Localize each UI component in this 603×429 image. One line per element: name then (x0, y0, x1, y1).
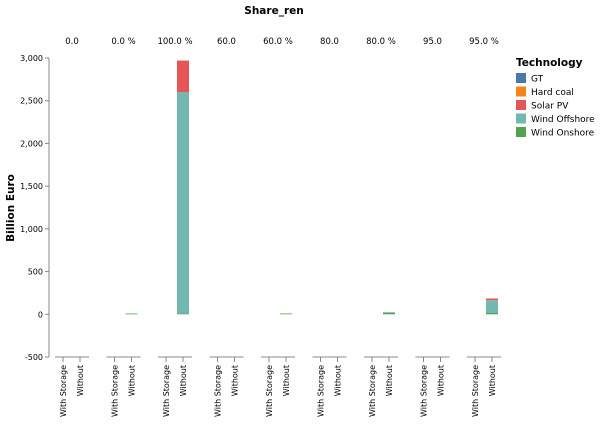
facet-label: 0.0 % (111, 37, 135, 47)
y-tick-label: 1,000 (20, 225, 43, 234)
facet-label: 100.0 % (157, 37, 192, 47)
bar-segment (177, 313, 189, 315)
x-tick-label: Without (282, 365, 291, 396)
x-tick-label: Without (437, 365, 446, 396)
facet-panel: 60.0 % With Storage Without (261, 37, 295, 417)
facet-panel: 95.0 % With Storage Without (467, 37, 501, 417)
x-tick-label: Without (385, 365, 394, 396)
x-tick-label: With Storage (59, 365, 68, 417)
legend-entry: Wind Onshore (531, 129, 595, 139)
x-tick-label: Without (231, 365, 240, 396)
legend-title: Technology (516, 57, 583, 69)
bar-segment (177, 60, 189, 93)
facet-panel: 60.0 With Storage Without (209, 37, 244, 417)
facet-panel: 95.0 With Storage Without (415, 37, 450, 417)
legend-entry: Wind Offshore (531, 115, 595, 125)
y-tick-label: 0 (38, 310, 43, 319)
facet-label: 80.0 % (366, 37, 396, 47)
bar-segment (125, 313, 138, 315)
facet-panel: 100.0 % With Storage Without (157, 37, 192, 417)
bar-segment (383, 312, 395, 314)
x-tick-label: With Storage (420, 365, 429, 417)
legend-swatch (516, 127, 526, 137)
facet-panel: 0.0 % With Storage Without (106, 37, 141, 417)
legend-swatch (516, 100, 526, 110)
legend-entry: GT (531, 75, 544, 85)
x-tick-label: With Storage (471, 365, 480, 417)
legend-entry: Solar PV (531, 102, 569, 112)
legend-entry: Hard coal (531, 88, 574, 98)
facet-label: 60.0 (217, 37, 236, 47)
facet-label: 95.0 % (469, 37, 499, 47)
facet-label: 95.0 (423, 37, 442, 47)
x-tick-label: With Storage (162, 365, 171, 417)
x-tick-label: With Storage (111, 365, 120, 417)
y-tick-label: 2,000 (20, 139, 43, 148)
bar-segment (383, 313, 395, 315)
facet-panel: 0.0 With Storage Without (55, 37, 89, 417)
x-tick-label: With Storage (317, 365, 326, 417)
legend-swatch (516, 86, 526, 97)
facet-panel: 80.0 With Storage Without (312, 37, 347, 417)
y-tick-label: 1,500 (20, 182, 43, 191)
bar-segment (177, 92, 189, 314)
bar-segment (486, 300, 498, 314)
legend: Technology GT Hard coal Solar PV Wind Offsh… (516, 57, 595, 139)
x-tick-label: With Storage (368, 365, 377, 417)
x-tick-label: Without (334, 365, 343, 396)
y-tick-label: 3,000 (20, 54, 43, 63)
facet-label: 60.0 % (263, 37, 293, 47)
y-tick-label: -500 (25, 353, 43, 362)
x-tick-label: Without (76, 365, 85, 396)
x-tick-label: With Storage (265, 365, 274, 417)
bar-segment (280, 313, 292, 315)
legend-swatch (516, 113, 526, 124)
x-tick-label: Without (488, 365, 497, 396)
y-axis-label: Billion Euro (5, 174, 17, 242)
bar-segment (486, 313, 498, 315)
facet-label: 80.0 (320, 37, 339, 47)
x-tick-label: Without (179, 365, 188, 396)
facet-panels: 0.0 With Storage Without 0.0 % With Storage W… (55, 37, 501, 417)
x-tick-label: With Storage (214, 365, 223, 417)
y-tick-label: 500 (28, 268, 43, 277)
x-tick-label: Without (128, 365, 137, 396)
facet-title: Share_ren (244, 5, 303, 17)
legend-swatch (516, 73, 526, 83)
y-axis: -500 0 500 1,000 1,500 2,000 2,500 3,000 (20, 54, 50, 362)
bar-segment (486, 298, 498, 301)
facet-label: 0.0 (65, 37, 79, 47)
facet-panel: 80.0 % With Storage Without (364, 37, 398, 417)
y-tick-label: 2,500 (20, 97, 43, 106)
